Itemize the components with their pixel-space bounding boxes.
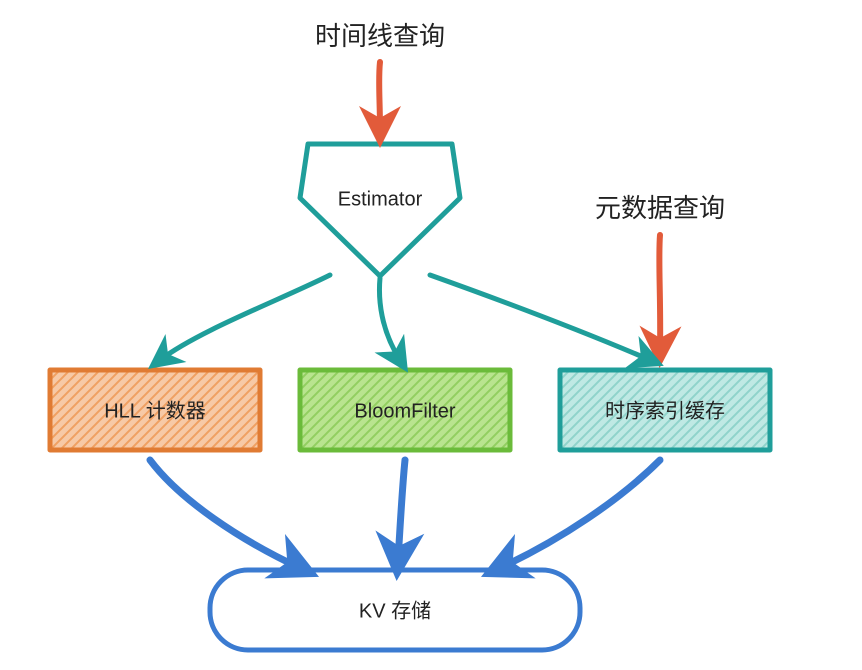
e-cache-kv (500, 460, 660, 568)
e-est-cache (430, 275, 650, 360)
hll-label: HLL 计数器 (104, 399, 206, 422)
estimator-node: Estimator (300, 144, 460, 276)
kv-store-label: KV 存储 (359, 599, 431, 622)
edges (150, 62, 660, 568)
flowchart-canvas: 时间线查询 元数据查询 Estimator HLL 计数器 BloomFilte… (0, 0, 862, 670)
e-metadata-cache (659, 235, 660, 350)
estimator-label: Estimator (338, 188, 423, 210)
bloomfilter-node: BloomFilter (300, 370, 510, 450)
kv-store-node: KV 存储 (210, 570, 580, 650)
e-bloom-kv (398, 460, 405, 560)
bloomfilter-label: BloomFilter (354, 400, 455, 422)
hll-node: HLL 计数器 (50, 370, 260, 450)
e-est-bloom (379, 278, 400, 360)
cache-node: 时序索引缓存 (560, 370, 770, 450)
e-timeline-estimator (379, 62, 380, 130)
e-est-hll (160, 275, 330, 360)
e-hll-kv (150, 460, 300, 568)
metadata-query-label: 元数据查询 (595, 193, 725, 223)
timeline-query-label: 时间线查询 (315, 21, 445, 51)
cache-label: 时序索引缓存 (605, 399, 725, 422)
